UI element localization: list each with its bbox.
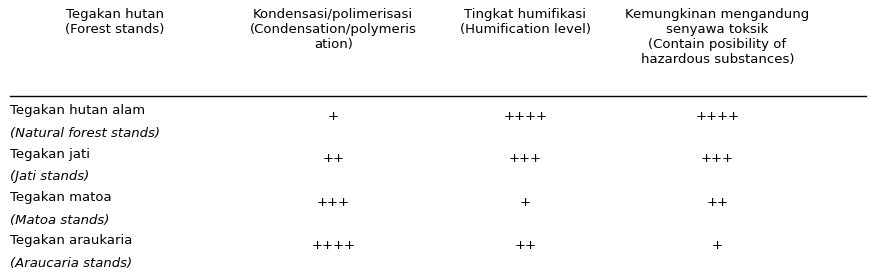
Text: ++++: ++++ [696,110,739,123]
Text: ++++: ++++ [311,239,355,252]
Text: ++++: ++++ [504,110,548,123]
Text: (Araucaria stands): (Araucaria stands) [11,257,132,270]
Text: Tegakan hutan
(Forest stands): Tegakan hutan (Forest stands) [65,8,165,36]
Text: +: + [328,110,339,123]
Text: Tegakan araukaria: Tegakan araukaria [11,234,132,247]
Text: ++: ++ [706,196,729,209]
Text: +: + [712,239,723,252]
Text: Tingkat humifikasi
(Humification level): Tingkat humifikasi (Humification level) [460,8,590,36]
Text: Kondensasi/polimerisasi
(Condensation/polymeris
ation): Kondensasi/polimerisasi (Condensation/po… [250,8,417,51]
Text: (Matoa stands): (Matoa stands) [11,214,110,227]
Text: (Jati stands): (Jati stands) [11,170,89,183]
Text: +++: +++ [509,152,542,165]
Text: ++: ++ [514,239,536,252]
Text: Tegakan matoa: Tegakan matoa [11,191,112,204]
Text: ++: ++ [322,152,344,165]
Text: (Natural forest stands): (Natural forest stands) [11,127,160,140]
Text: Kemungkinan mengandung
senyawa toksik
(Contain posibility of
hazardous substance: Kemungkinan mengandung senyawa toksik (C… [625,8,809,66]
Text: Tegakan jati: Tegakan jati [11,148,90,161]
Text: Tegakan hutan alam: Tegakan hutan alam [11,104,145,117]
Text: +++: +++ [701,152,734,165]
Text: +: + [519,196,531,209]
Text: +++: +++ [317,196,350,209]
